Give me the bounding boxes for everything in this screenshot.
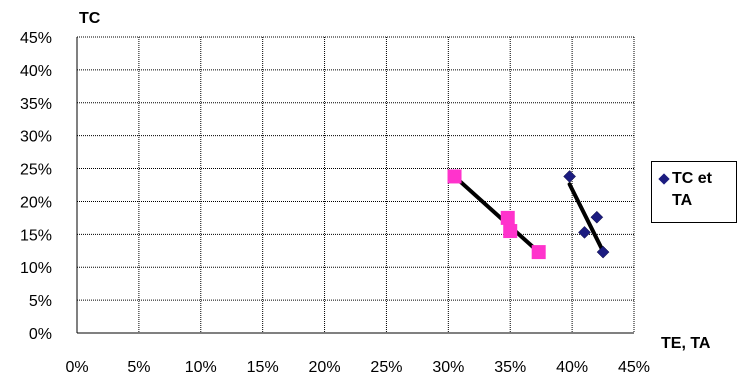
diamond-marker — [563, 170, 576, 183]
y-tick-label: 10% — [20, 260, 52, 277]
legend-series-label: TC et TA — [672, 170, 712, 209]
trend-lines — [452, 174, 604, 255]
square-marker — [447, 169, 462, 184]
x-tick-label: 30% — [432, 359, 464, 376]
y-tick-label: 30% — [20, 129, 52, 146]
y-axis-title: TC — [79, 10, 101, 27]
x-axis-title: TE, TA — [661, 335, 711, 352]
x-tick-labels: 0% 5% 10% 15% 20% 25% 30% 35% 40% 45% — [65, 359, 650, 376]
y-tick-label: 45% — [20, 30, 52, 47]
square-marker — [503, 224, 518, 239]
axes — [76, 37, 634, 334]
square-marker — [500, 210, 515, 225]
diamond-marker — [590, 210, 604, 224]
square-marker — [531, 245, 546, 260]
y-tick-label: 0% — [29, 326, 52, 343]
diamond-marker — [596, 245, 610, 259]
x-tick-label: 20% — [309, 359, 341, 376]
y-tick-label: 20% — [20, 194, 52, 211]
x-tick-label: 15% — [247, 359, 279, 376]
y-tick-label: 35% — [20, 96, 52, 113]
trend-line-series-1 — [452, 174, 541, 255]
x-tick-label: 35% — [494, 359, 526, 376]
x-tick-label: 10% — [185, 359, 217, 376]
trend-line-series-2 — [567, 182, 604, 251]
x-tick-label: 25% — [370, 359, 402, 376]
y-tick-label: 25% — [20, 162, 52, 179]
x-tick-label: 0% — [65, 359, 88, 376]
legend-diamond-marker — [658, 173, 670, 185]
x-tick-label: 45% — [618, 359, 650, 376]
legend: TC et TA — [651, 161, 737, 223]
y-tick-label: 5% — [29, 293, 52, 310]
y-tick-label: 40% — [20, 63, 52, 80]
x-tick-label: 40% — [556, 359, 588, 376]
y-tick-labels: 0% 5% 10% 15% 20% 25% 30% 35% 40% 45% — [20, 30, 52, 343]
data-points — [447, 169, 610, 260]
gridlines — [77, 36, 635, 333]
diamond-marker — [578, 226, 591, 239]
plot-area — [77, 37, 634, 333]
x-tick-label: 5% — [127, 359, 150, 376]
y-tick-label: 15% — [20, 227, 52, 244]
